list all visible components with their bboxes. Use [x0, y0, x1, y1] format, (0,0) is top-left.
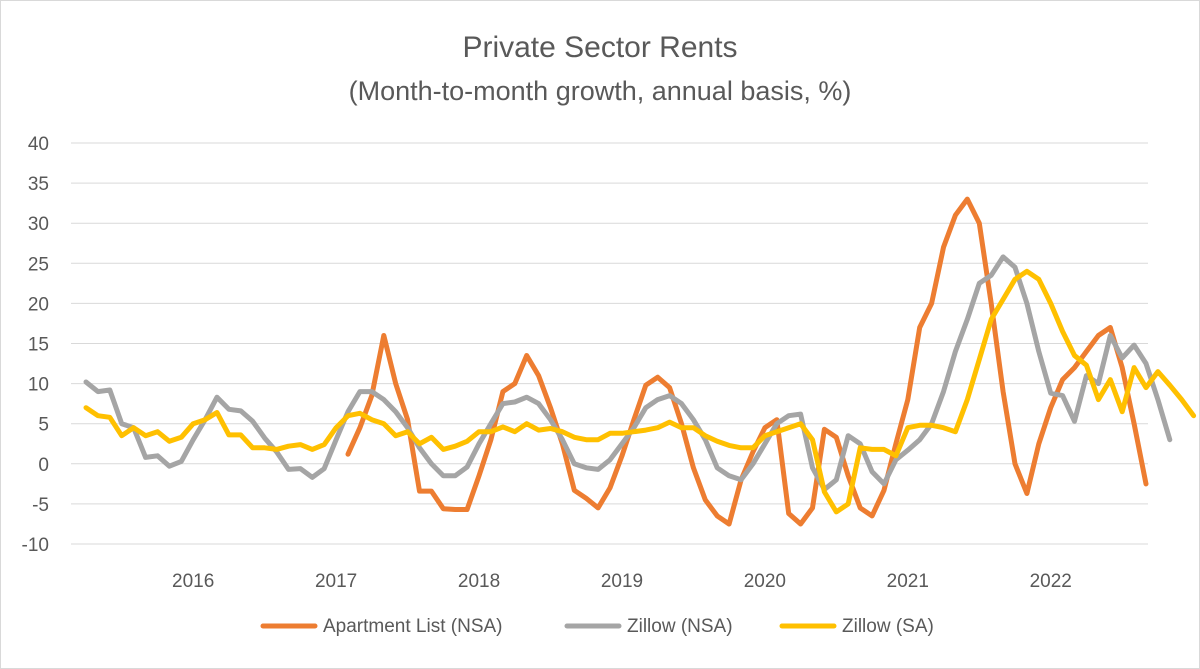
x-tick-label: 2019: [601, 571, 643, 592]
x-tick-label: 2022: [1030, 571, 1072, 592]
legend-label: Apartment List (NSA): [323, 616, 503, 637]
legend-label: Zillow (SA): [842, 616, 934, 637]
y-tick-label: 0: [38, 455, 49, 476]
legend-label: Zillow (NSA): [627, 616, 733, 637]
x-axis-ticks: 2016 2017 2018 2019 2020 2021 2022: [172, 571, 1072, 592]
y-tick-label: 5: [38, 415, 49, 436]
chart-subtitle: (Month-to-month growth, annual basis, %): [349, 76, 852, 106]
x-tick-label: 2017: [315, 571, 357, 592]
series-line-1: [83, 254, 1173, 492]
x-tick-label: 2016: [172, 571, 214, 592]
y-tick-label: 25: [28, 254, 49, 275]
y-tick-label: -10: [22, 535, 49, 556]
series-line-2: [83, 268, 1197, 515]
y-tick-label: 30: [28, 214, 49, 235]
y-tick-label: -5: [32, 495, 49, 516]
legend: Apartment List (NSA) Zillow (NSA) Zillow (…: [260, 616, 934, 637]
x-tick-label: 2018: [458, 571, 500, 592]
gridlines: [71, 142, 1148, 545]
series-lines: [83, 196, 1197, 527]
y-tick-label: 20: [28, 294, 49, 315]
y-axis-ticks: 40 35 30 25 20 15 10 5 0 -5 -10: [22, 134, 49, 556]
x-tick-label: 2020: [744, 571, 786, 592]
series-line-0: [345, 196, 1149, 527]
y-tick-label: 10: [28, 375, 49, 396]
chart-title: Private Sector Rents: [462, 31, 737, 64]
y-tick-label: 40: [28, 134, 49, 155]
y-tick-label: 35: [28, 174, 49, 195]
x-tick-label: 2021: [887, 571, 929, 592]
y-tick-label: 15: [28, 335, 49, 356]
